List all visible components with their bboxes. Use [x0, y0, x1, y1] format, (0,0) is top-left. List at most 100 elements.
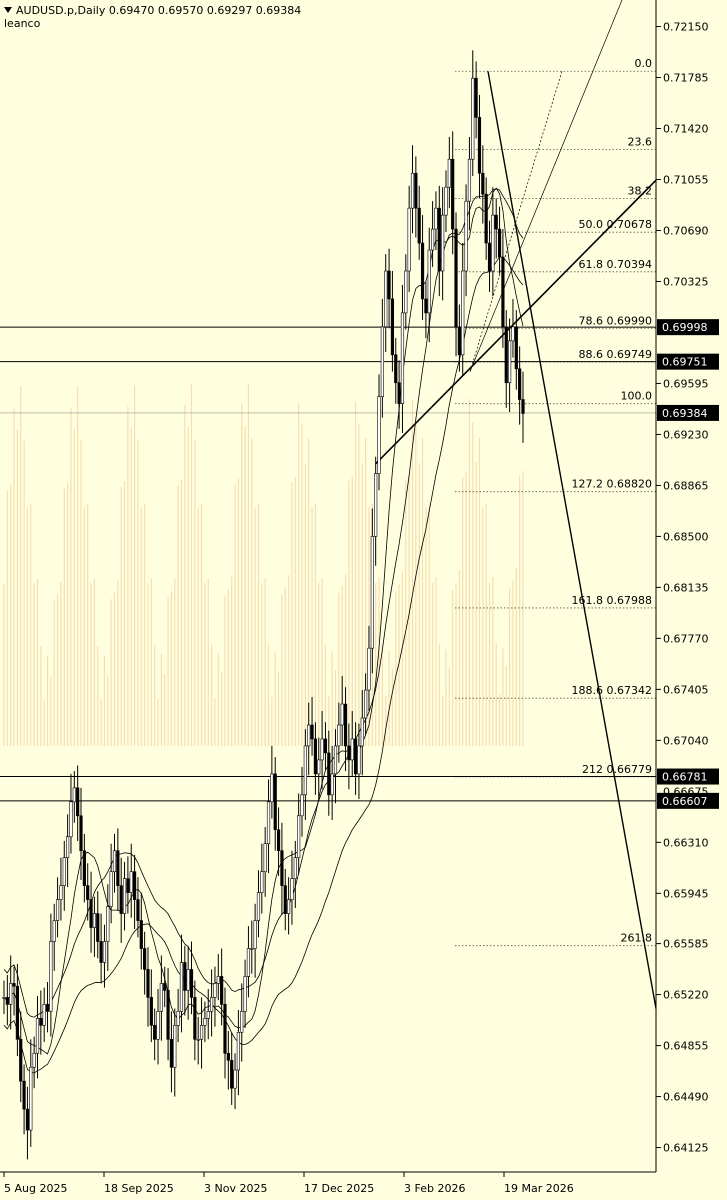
candle-body — [390, 298, 395, 356]
candle-body — [276, 829, 281, 852]
candle-body — [380, 326, 384, 398]
price-tick-label: 0.65585 — [663, 938, 709, 951]
candle-body — [394, 354, 398, 384]
candle-body — [370, 536, 374, 649]
candle-body — [9, 983, 13, 1005]
candle-body — [417, 207, 421, 244]
candle-body — [89, 899, 93, 928]
candle-body — [457, 326, 461, 356]
broker-name: leanco — [4, 17, 41, 30]
candle-body — [136, 899, 140, 921]
candle-body — [236, 1032, 240, 1071]
candle-body — [132, 871, 137, 900]
time-tick-label: 5 Aug 2025 — [4, 1182, 67, 1195]
candle-body — [189, 969, 194, 998]
candle-body — [12, 983, 16, 987]
candle-body — [102, 941, 107, 963]
fib-level-label: 50.0 0.70678 — [579, 218, 652, 231]
candle-body — [487, 242, 492, 272]
candle-body — [203, 1018, 207, 1026]
candle-body — [210, 997, 214, 1012]
candle-body — [437, 207, 441, 272]
candle-body — [233, 1069, 237, 1089]
candle-body — [310, 724, 314, 740]
candle-body — [497, 228, 502, 258]
candle-body — [410, 172, 415, 209]
candle-body — [484, 193, 488, 244]
candle-body — [129, 871, 133, 893]
candle-body — [481, 172, 485, 195]
candle-body — [414, 172, 418, 209]
candle-body — [79, 815, 83, 852]
fib-level-label: 212 0.66779 — [582, 763, 652, 776]
candle-body — [76, 787, 80, 817]
fib-level-label: 78.6 0.69990 — [579, 314, 652, 327]
fib-level-label: 127.2 0.68820 — [572, 478, 652, 491]
candle-body — [163, 983, 167, 991]
candle-body — [179, 962, 184, 1012]
candle-body — [32, 1052, 36, 1068]
candle-body — [377, 396, 381, 474]
candle-body — [109, 871, 113, 907]
candle-body — [270, 773, 274, 803]
price-tick-label: 0.66310 — [663, 836, 709, 849]
price-tick-label: 0.65220 — [663, 989, 709, 1002]
fib-level-label: 100.0 — [621, 390, 653, 403]
fib-level-label: 23.6 — [628, 135, 653, 148]
candle-body — [169, 1038, 174, 1068]
candle-body — [256, 892, 261, 921]
candle-body — [430, 228, 435, 251]
candle-body — [199, 1025, 204, 1040]
fibonacci-levels: 0.0 23.6 38.2 50.0 0.70678 61.8 0.70394 78.6 … — [455, 57, 656, 947]
candle-body — [243, 976, 247, 1012]
candle-body — [260, 871, 264, 893]
candle-body — [323, 738, 328, 754]
candle-body — [39, 1018, 43, 1026]
candle-body — [86, 885, 90, 900]
candle-body — [159, 983, 163, 1012]
candle-body — [176, 1011, 180, 1026]
candle-body — [474, 77, 478, 118]
candle-body — [45, 1004, 50, 1012]
candle-body — [2, 997, 6, 999]
price-tick-label: 0.70690 — [663, 224, 709, 237]
candle-body — [223, 1004, 227, 1054]
candle-body — [240, 1011, 244, 1033]
price-label-text: 0.69751 — [662, 356, 708, 369]
candle-body — [52, 920, 56, 942]
candle-body — [153, 1025, 157, 1040]
candle-body — [213, 983, 217, 998]
candle-body — [508, 340, 512, 384]
time-tick-label: 19 Mar 2026 — [504, 1182, 574, 1195]
fib-level-label: 161.8 0.67988 — [572, 594, 652, 607]
candle-body — [404, 270, 408, 314]
fib-level-label: 61.8 0.70394 — [579, 258, 652, 271]
fan-line-1 — [469, 0, 623, 372]
price-tick-label: 0.67040 — [663, 734, 709, 747]
candle-body — [511, 326, 515, 342]
candle-body — [230, 1059, 234, 1089]
candle-body — [300, 794, 304, 817]
price-tick-label: 0.67770 — [663, 632, 709, 645]
candle-body — [303, 745, 307, 796]
candle-body — [350, 738, 354, 761]
candle-body — [266, 801, 271, 845]
candle-body — [461, 270, 465, 356]
candle-body — [454, 228, 458, 328]
candle-body — [15, 985, 19, 1040]
candle-body — [343, 703, 348, 747]
candle-body — [253, 920, 257, 949]
trend-line-down — [487, 71, 657, 1009]
candle-body — [441, 214, 445, 272]
candle-body — [55, 899, 60, 921]
candle-body — [166, 990, 170, 1040]
candle-body — [434, 207, 438, 230]
price-tick-label: 0.68865 — [663, 479, 709, 492]
candle-body — [471, 77, 475, 160]
candle-body — [283, 885, 287, 914]
price-label-text: 0.66607 — [662, 795, 708, 808]
moving-average-line — [3, 256, 524, 1074]
fib-level-label: 38.2 — [628, 184, 653, 197]
